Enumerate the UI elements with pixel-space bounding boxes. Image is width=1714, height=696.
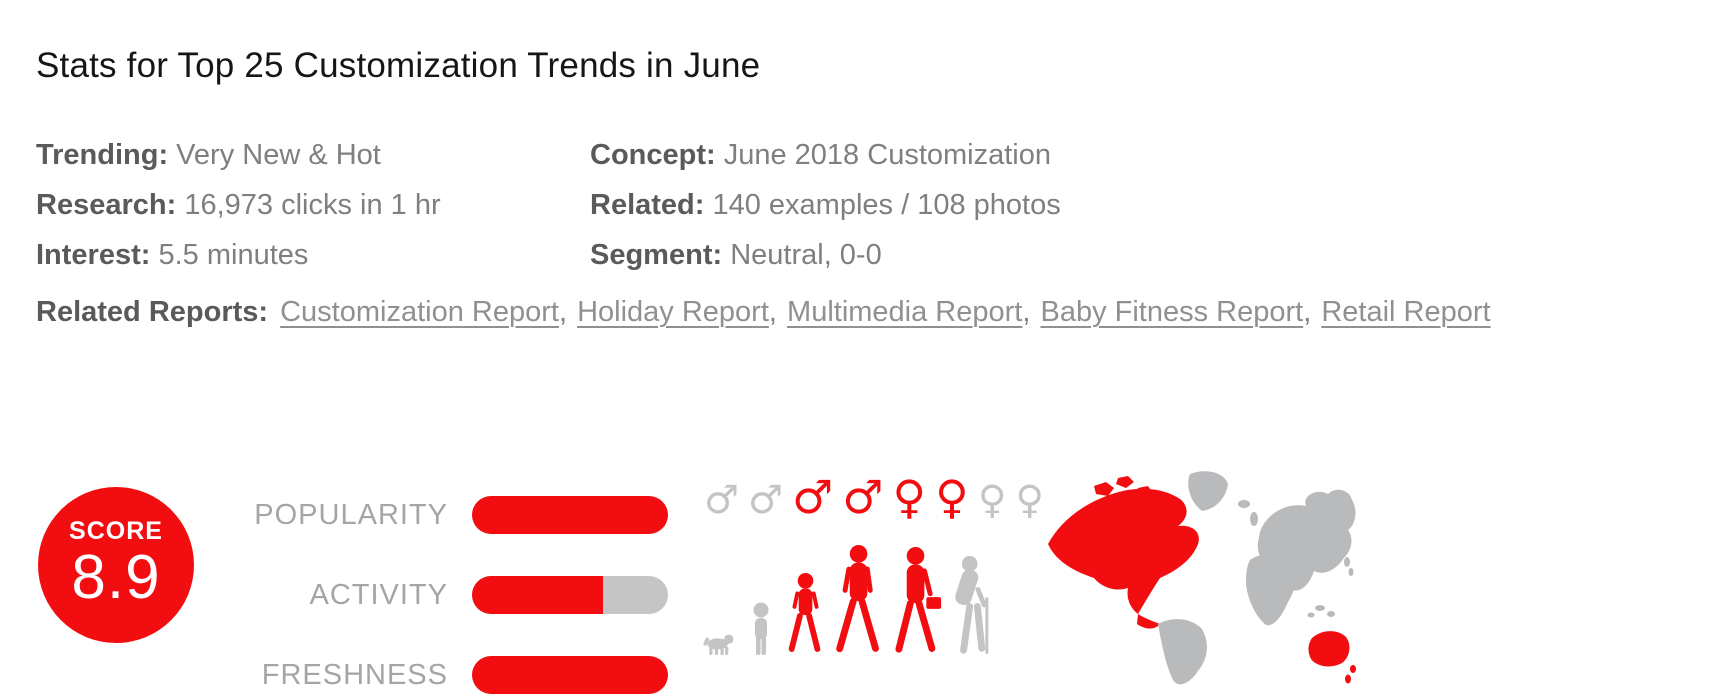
freshness-bar-track: [472, 656, 668, 694]
male-icon: ♂: [747, 478, 783, 523]
female-icon: ♀: [1015, 478, 1044, 523]
meta-label: Segment:: [590, 239, 723, 271]
child-icon: [788, 572, 821, 652]
report-link-holiday[interactable]: Holiday Report: [577, 296, 769, 328]
world-map: [1048, 471, 1356, 685]
senior-with-cane-icon: [955, 555, 989, 655]
popularity-bar-track: [472, 496, 668, 534]
meta-row-research: Research: 16,973 clicks in 1 hr: [36, 180, 576, 230]
adult-icon: [836, 544, 880, 653]
activity-bar-fill: [472, 576, 604, 614]
meta-label: Research:: [36, 189, 177, 221]
meta-label: Concept:: [590, 139, 716, 171]
meta-label: Interest:: [36, 239, 151, 271]
bar-label: POPULARITY: [254, 499, 448, 531]
bar-label: FRESHNESS: [261, 659, 448, 691]
meta-value: Very New & Hot: [176, 139, 381, 171]
dog-icon: [703, 634, 734, 656]
page-title: Stats for Top 25 Customization Trends in…: [36, 46, 761, 85]
meta-label: Trending:: [36, 139, 169, 171]
report-link-customization[interactable]: Customization Report: [280, 296, 559, 328]
report-link-baby-fitness[interactable]: Baby Fitness Report: [1040, 296, 1304, 328]
female-icon: ♀: [977, 478, 1007, 523]
score-value: 8.9: [71, 543, 161, 612]
male-icon: ♂: [842, 470, 884, 524]
separator: ,: [1022, 296, 1031, 328]
meta-row-interest: Interest: 5.5 minutes: [36, 230, 576, 280]
map-region-australia: [1308, 631, 1350, 667]
map-region-new-zealand: [1345, 665, 1356, 684]
male-icon: ♂: [791, 470, 834, 524]
meta-value: 140 examples / 108 photos: [712, 189, 1061, 221]
meta-row-trending: Trending: Very New & Hot: [36, 130, 576, 180]
meta-label: Related:: [590, 189, 705, 221]
meta-row-related: Related: 140 examples / 108 photos: [590, 180, 1210, 230]
toddler-icon: [753, 602, 769, 655]
meta-row-segment: Segment: Neutral, 0-0: [590, 230, 1210, 280]
meta-row-concept: Concept: June 2018 Customization: [590, 130, 1210, 180]
gender-demographics: ♂ ♂ ♂ ♂ ♀ ♀ ♀ ♀: [704, 474, 1044, 520]
separator: ,: [768, 296, 777, 328]
map-region-north-america: [1048, 476, 1199, 629]
related-reports-label: Related Reports:: [36, 296, 269, 328]
score-label: SCORE: [69, 517, 163, 545]
score-badge: SCORE 8.9: [38, 487, 194, 643]
freshness-bar-fill: [472, 656, 668, 694]
separator: ,: [1303, 296, 1312, 328]
map-region-south-america: [1158, 619, 1207, 685]
meta-value: June 2018 Customization: [723, 139, 1051, 171]
meta-value: Neutral, 0-0: [730, 239, 882, 271]
meta-value: 16,973 clicks in 1 hr: [184, 189, 441, 221]
separator: ,: [558, 296, 568, 328]
male-icon: ♂: [704, 478, 739, 523]
female-icon: ♀: [892, 470, 927, 524]
bar-label: ACTIVITY: [309, 579, 448, 611]
female-icon: ♀: [935, 470, 969, 524]
meta-column-right: Concept: June 2018 Customization Related…: [590, 130, 1210, 280]
report-link-multimedia[interactable]: Multimedia Report: [787, 296, 1023, 328]
map-region-africa: [1246, 553, 1296, 626]
report-link-retail[interactable]: Retail Report: [1321, 296, 1491, 328]
map-region-greenland: [1188, 471, 1228, 511]
activity-bar-track: [472, 576, 668, 614]
meta-column-left: Trending: Very New & Hot Research: 16,97…: [36, 130, 576, 280]
popularity-bar-fill: [472, 496, 668, 534]
businessman-icon: [895, 546, 942, 653]
age-demographics: [700, 538, 999, 656]
related-reports: Related Reports: Customization Report, H…: [36, 287, 1684, 338]
meta-value: 5.5 minutes: [158, 239, 309, 271]
